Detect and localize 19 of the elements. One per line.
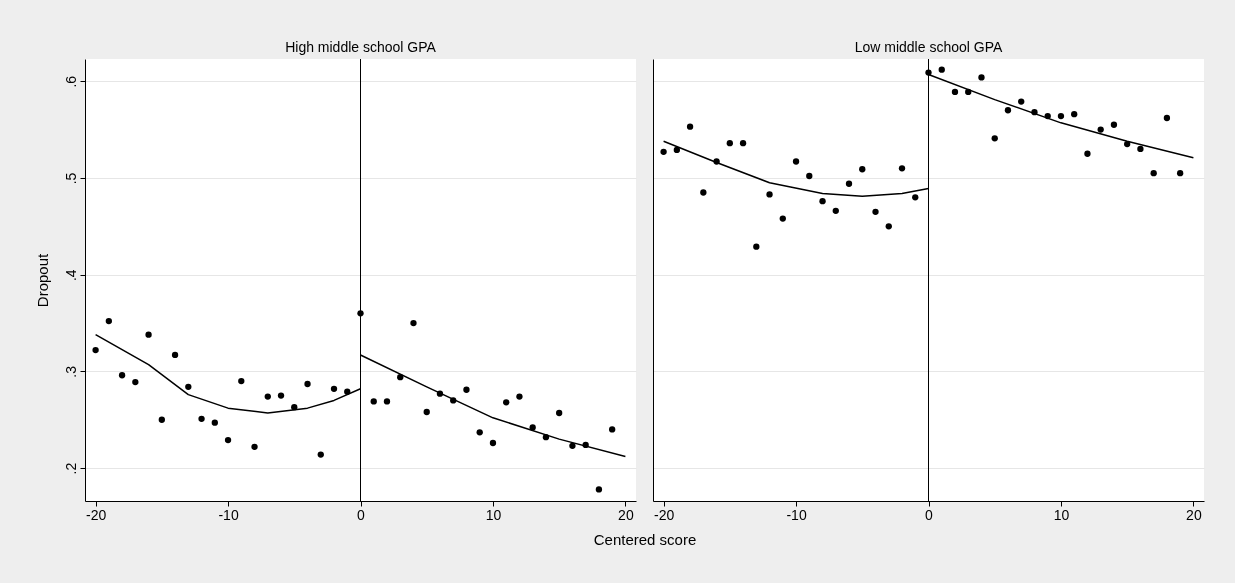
- x-tick-label: 10: [1053, 506, 1070, 523]
- y-tick-label: .3: [62, 365, 79, 378]
- chart-title: Low middle school GPA: [854, 39, 1003, 55]
- x-tick-label: 0: [357, 506, 366, 523]
- x-tick-label: -10: [218, 506, 239, 523]
- y-axis-title: Dropout: [33, 252, 51, 308]
- chart-title: High middle school GPA: [285, 39, 437, 55]
- y-tick-label: .5: [62, 172, 79, 185]
- x-tick-label: 20: [1186, 506, 1202, 523]
- x-tick-label: -10: [786, 506, 807, 523]
- y-tick-label: .4: [62, 269, 79, 282]
- x-axis-title: Centered score: [593, 530, 697, 548]
- x-tick-label: 10: [485, 506, 502, 523]
- x-tick-label: 0: [925, 506, 934, 523]
- y-tick-label: .2: [62, 462, 79, 475]
- x-tick-label: -20: [85, 506, 107, 523]
- y-tick-label: .6: [62, 75, 79, 88]
- x-tick-label: 20: [618, 506, 634, 523]
- x-tick-label: -20: [653, 506, 675, 523]
